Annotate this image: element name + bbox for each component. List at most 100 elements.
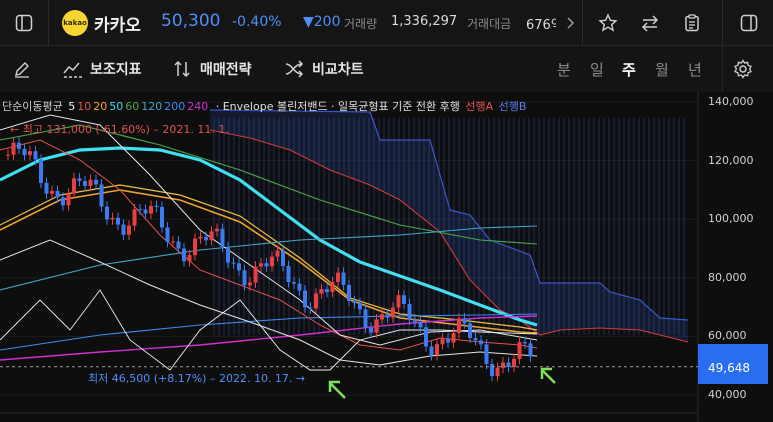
candle-body — [479, 340, 483, 345]
candle-body — [28, 151, 32, 156]
candle-body — [413, 319, 417, 322]
memo-button[interactable] — [674, 0, 710, 46]
chart-toolbar: 보조지표 매매전략 비교차트 분 일 주 월 년 — [0, 46, 773, 92]
chart-settings-button[interactable] — [733, 46, 753, 92]
candle-body — [396, 295, 401, 308]
panel-left-icon — [15, 14, 33, 32]
price-tick-label: 80,000 — [708, 270, 747, 284]
candle-body — [506, 362, 511, 367]
chevron-right-icon — [567, 17, 575, 29]
ichimoku-cloud — [210, 110, 688, 342]
candle-body — [171, 241, 175, 243]
company-logo: kakao — [62, 10, 88, 36]
legend-ma-200: 200 — [164, 100, 186, 113]
low-arrow-head — [328, 380, 340, 392]
indicator-legend[interactable]: 단순이동평균 5 10 20 50 60 120 200 240 · Envelope 볼린저… — [2, 98, 528, 114]
price-tick-label: 60,000 — [708, 329, 747, 343]
switch-button[interactable] — [632, 0, 668, 46]
candle-body — [22, 148, 27, 156]
candle-body — [204, 236, 208, 241]
ma10-line — [0, 139, 538, 351]
favorite-button[interactable] — [590, 0, 626, 46]
legend-ma-60: 60 — [125, 100, 140, 113]
period-week-tab[interactable]: 주 — [622, 61, 636, 79]
candle-body — [435, 344, 439, 356]
candle-body — [209, 231, 214, 241]
chart-canvas[interactable] — [0, 92, 773, 422]
candle-body — [451, 333, 456, 343]
compare-label: 비교차트 — [312, 62, 364, 78]
candle-body — [490, 363, 494, 377]
bollinger-upper — [0, 114, 538, 346]
stock-name[interactable]: 카카오 — [94, 16, 141, 36]
amount-label: 거래대금 — [467, 17, 512, 31]
span-b-line — [209, 109, 689, 321]
legend-ma-prefix: 단순이동평균 — [2, 100, 63, 113]
candle-body — [50, 190, 54, 194]
candle-body — [6, 154, 10, 156]
legend-rest: · Envelope 볼린저밴드 · 일목균형표 기준 전환 후행 — [215, 100, 460, 113]
candle-body — [446, 338, 450, 343]
low-arrow-shaft — [329, 382, 346, 399]
candle-body — [237, 263, 241, 271]
candle-body — [380, 314, 384, 320]
candle-body — [182, 248, 186, 262]
candle-body — [17, 142, 21, 149]
candle-body — [369, 327, 373, 333]
candle-body — [275, 250, 280, 257]
strategy-button[interactable]: 매매전략 — [172, 46, 252, 92]
candle-body — [418, 321, 423, 328]
star-icon — [598, 13, 618, 32]
candle-body — [385, 314, 390, 318]
bollinger-lower — [0, 239, 538, 366]
candle-body — [314, 293, 318, 309]
indicators-label: 보조지표 — [90, 62, 142, 78]
candle-body — [215, 228, 219, 232]
candle-body — [292, 282, 296, 284]
change-percent: -0.40% — [232, 14, 282, 30]
updown-arrows-icon — [174, 60, 190, 78]
shuffle-icon — [285, 60, 304, 78]
candle-body — [517, 342, 522, 359]
indicators-button[interactable]: 보조지표 — [62, 46, 142, 92]
price-tick-label: 120,000 — [708, 153, 754, 167]
candle-body — [198, 236, 203, 239]
strategy-label: 매매전략 — [200, 62, 252, 78]
sidebar-toggle-button[interactable] — [0, 0, 48, 46]
candle-body — [160, 206, 164, 228]
candle-body — [407, 303, 412, 320]
draw-button[interactable] — [12, 46, 32, 92]
candle-body — [39, 159, 43, 183]
price-chart[interactable] — [0, 92, 773, 422]
legend-ma-10: 10 — [77, 100, 92, 113]
volume-value: 1,336,297 — [391, 14, 458, 29]
panel-right-toggle-button[interactable] — [724, 0, 773, 46]
candle-body — [44, 182, 49, 194]
candle-body — [352, 300, 357, 304]
candle-body — [462, 318, 467, 324]
legend-ma-5: 5 — [68, 100, 76, 113]
candle-body — [226, 247, 230, 263]
candle-body — [286, 265, 291, 283]
period-minute-tab[interactable]: 분 — [557, 61, 571, 79]
candle-body — [138, 209, 142, 211]
period-day-tab[interactable]: 일 — [590, 61, 604, 79]
candle-body — [501, 362, 505, 368]
pencil-icon — [15, 62, 29, 78]
candle-body — [165, 227, 170, 242]
span-a-line — [209, 129, 689, 343]
low-annotation: 최저 46,500 (+8.17%) – 2022. 10. 17. → — [88, 372, 306, 385]
candle-body — [105, 206, 109, 220]
candle-body — [512, 358, 516, 367]
candle-body — [248, 282, 252, 286]
period-year-tab[interactable]: 년 — [688, 61, 702, 79]
period-month-tab[interactable]: 월 — [655, 61, 669, 79]
header-scroll-button[interactable] — [558, 0, 582, 46]
candle-body — [99, 184, 104, 207]
panel-right-icon — [740, 14, 757, 32]
current-arrow-head — [540, 367, 552, 379]
compare-button[interactable]: 비교차트 — [284, 46, 364, 92]
candle-body — [440, 338, 445, 345]
current-price: 50,300 — [161, 11, 221, 31]
candle-body — [264, 263, 269, 267]
